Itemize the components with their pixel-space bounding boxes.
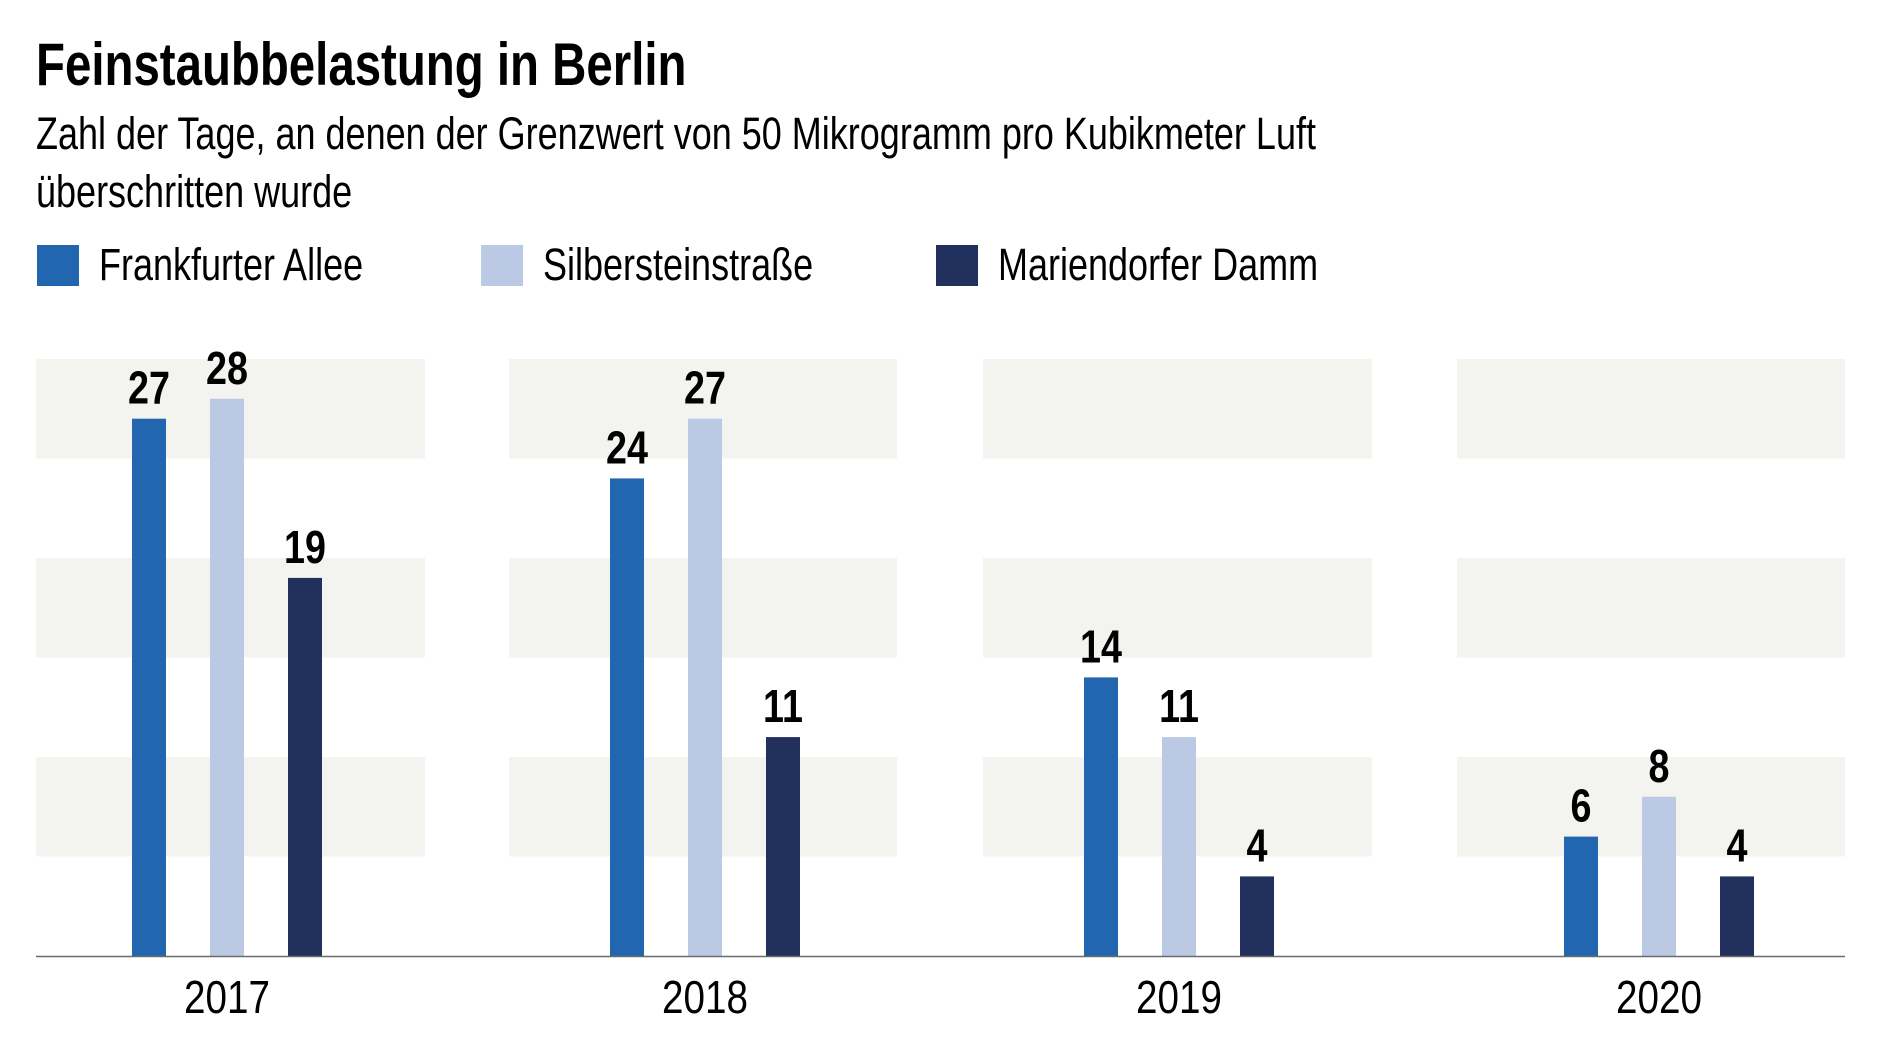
bars [132,398,1754,956]
value-label-mariendorfer-damm-2019: 4 [1247,820,1269,871]
chart-subtitle-line-2: überschritten wurde [36,166,431,218]
value-label-silbersteinstrasse-2017: 28 [206,342,248,393]
bar-frankfurter-allee-2020 [1564,836,1598,956]
bar-silbersteinstrasse-2019 [1162,737,1196,956]
x-axis-labels: 2017 2018 2019 2020 [184,972,1702,1023]
bar-silbersteinstrasse-2020 [1642,796,1676,956]
legend-swatch-mariendorfer-damm [936,245,978,286]
bar-silbersteinstrasse-2017 [210,398,244,956]
legend-text-frankfurter-allee: Frankfurter Allee [99,239,364,290]
legend-swatch-frankfurter-allee [37,245,79,286]
value-label-frankfurter-allee-2020: 6 [1571,780,1592,831]
value-label-frankfurter-allee-2018: 24 [606,422,648,473]
chart-subtitle-text-1: Zahl der Tage, an denen der Grenzwert vo… [36,108,1316,159]
bar-mariendorfer-damm-2017 [288,577,322,956]
x-axis-label-2019: 2019 [1136,972,1222,1023]
value-label-mariendorfer-damm-2020: 4 [1727,820,1749,871]
bar-mariendorfer-damm-2020 [1720,876,1754,956]
bar-frankfurter-allee-2017 [132,418,166,956]
value-labels: 27 24 14 6 28 27 11 8 19 11 4 4 [128,342,1748,871]
background-band [983,359,1372,459]
value-label-silbersteinstrasse-2019: 11 [1159,681,1199,732]
legend-text-silbersteinstrasse: Silbersteinstraße [543,239,814,290]
legend-text-mariendorfer-damm: Mariendorfer Damm [998,239,1319,290]
bar-frankfurter-allee-2019 [1084,677,1118,956]
legend-label-frankfurter-allee: Frankfurter Allee [99,239,429,291]
legend-swatch-silbersteinstrasse [481,245,523,286]
bar-frankfurter-allee-2018 [610,478,644,956]
bar-mariendorfer-damm-2019 [1240,876,1274,956]
value-label-silbersteinstrasse-2018: 27 [684,362,726,413]
x-axis-label-2018: 2018 [662,972,748,1023]
value-label-frankfurter-allee-2019: 14 [1080,621,1122,672]
background-band [1457,558,1845,658]
legend-label-silbersteinstrasse: Silbersteinstraße [543,239,881,291]
legend-label-mariendorfer-damm: Mariendorfer Damm [998,239,1398,291]
chart-subtitle-text-2: überschritten wurde [36,166,353,217]
value-label-silbersteinstrasse-2020: 8 [1649,740,1670,791]
x-axis-label-2017: 2017 [184,972,270,1023]
bar-mariendorfer-damm-2018 [766,737,800,956]
value-label-frankfurter-allee-2017: 27 [128,362,170,413]
background-band [983,558,1372,658]
value-label-mariendorfer-damm-2018: 11 [763,681,803,732]
x-axis-label-2020: 2020 [1616,972,1702,1023]
background-band [1457,359,1845,459]
bar-silbersteinstrasse-2018 [688,418,722,956]
value-label-mariendorfer-damm-2017: 19 [284,521,326,572]
chart-subtitle-line-1: Zahl der Tage, an denen der Grenzwert vo… [36,108,1636,160]
chart-title-text: Feinstaubbelastung in Berlin [36,31,687,98]
chart-title: Feinstaubbelastung in Berlin [36,30,859,100]
